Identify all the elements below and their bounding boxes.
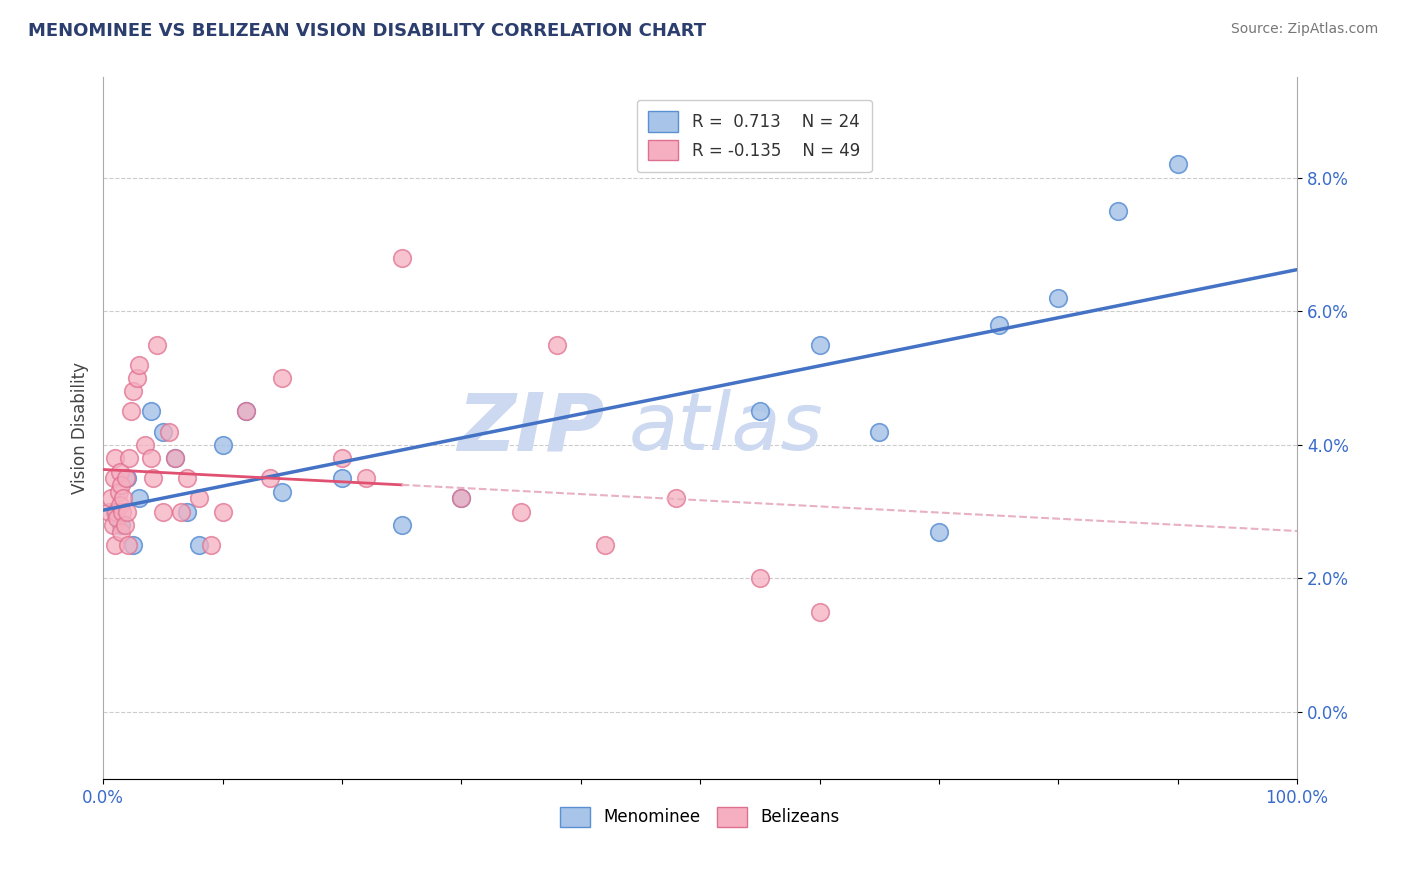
Point (146, 337, 169, 351)
Point (152, 425, 174, 439)
Point (163, 451, 186, 466)
Point (391, 251, 413, 265)
Point (108, 498, 131, 512)
Point (1047, 291, 1070, 305)
Point (450, 491, 472, 506)
Text: MENOMINEE VS BELIZEAN VISION DISABILITY CORRELATION CHART: MENOMINEE VS BELIZEAN VISION DISABILITY … (28, 22, 706, 40)
Point (330, 451, 353, 466)
Point (546, 337, 568, 351)
Point (665, 491, 688, 506)
Point (114, 471, 136, 485)
Point (163, 451, 186, 466)
Point (593, 538, 616, 552)
Point (176, 471, 198, 485)
Point (134, 438, 156, 452)
Point (108, 465, 131, 479)
Point (128, 491, 150, 506)
Point (104, 505, 127, 519)
Text: Source: ZipAtlas.com: Source: ZipAtlas.com (1230, 22, 1378, 37)
Point (330, 471, 353, 485)
Point (235, 404, 257, 418)
Text: ZIP: ZIP (457, 389, 605, 467)
Point (111, 505, 134, 519)
Point (117, 538, 139, 552)
Point (110, 524, 132, 539)
Point (450, 491, 472, 506)
Point (510, 505, 533, 519)
Point (1107, 204, 1129, 219)
Point (139, 451, 162, 466)
Point (200, 538, 222, 552)
Point (128, 358, 150, 372)
Point (211, 505, 233, 519)
Point (211, 438, 233, 452)
Point (987, 318, 1010, 332)
Point (122, 538, 145, 552)
Y-axis label: Vision Disability: Vision Disability (72, 362, 89, 494)
Point (152, 505, 174, 519)
Point (142, 471, 165, 485)
Point (105, 505, 128, 519)
Point (187, 538, 209, 552)
Point (235, 404, 257, 418)
Point (110, 478, 132, 492)
Text: atlas: atlas (628, 389, 824, 467)
Point (120, 404, 142, 418)
Point (103, 471, 125, 485)
Point (808, 337, 831, 351)
Point (187, 491, 209, 506)
Point (748, 572, 770, 586)
Point (170, 505, 193, 519)
Point (125, 371, 148, 385)
Point (928, 524, 950, 539)
Point (104, 451, 127, 466)
Point (112, 491, 135, 506)
Point (1167, 157, 1189, 171)
Point (139, 404, 162, 418)
Point (107, 484, 129, 499)
Point (259, 471, 281, 485)
Point (157, 425, 180, 439)
Point (107, 511, 129, 525)
Point (110, 518, 132, 533)
Point (104, 538, 127, 552)
Point (101, 518, 124, 533)
Point (118, 451, 141, 466)
Point (115, 505, 138, 519)
Point (98, 505, 121, 519)
Point (271, 484, 294, 499)
Point (748, 404, 770, 418)
Point (391, 518, 413, 533)
Point (808, 605, 831, 619)
Point (354, 471, 377, 485)
Legend: Menominee, Belizeans: Menominee, Belizeans (554, 800, 846, 834)
Point (176, 505, 198, 519)
Point (271, 371, 294, 385)
Point (122, 384, 145, 399)
Point (114, 518, 136, 533)
Point (100, 491, 122, 506)
Point (868, 425, 890, 439)
Point (115, 471, 138, 485)
